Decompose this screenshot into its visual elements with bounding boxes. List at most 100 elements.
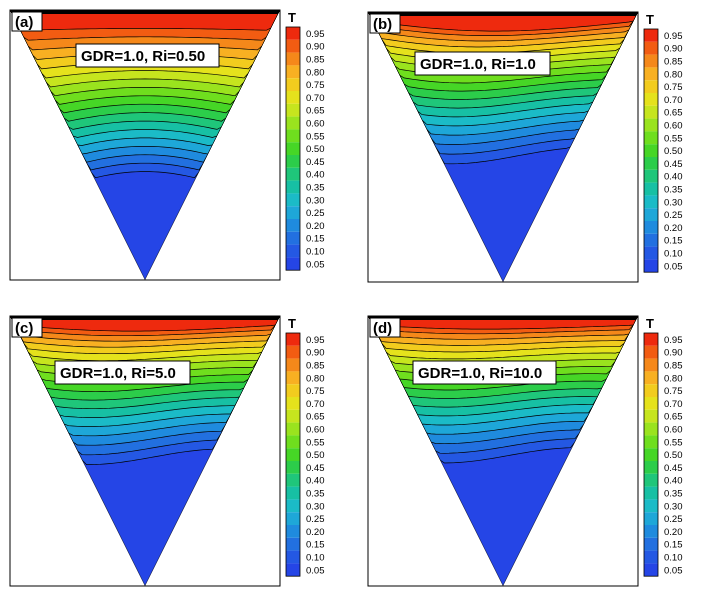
colorbar-frame (285, 26, 301, 271)
colorbar-level-label: 0.60 (306, 119, 325, 130)
colorbar-level-label: 0.20 (664, 527, 683, 538)
colorbar-level-label: 0.05 (664, 261, 683, 272)
cavity-outline (10, 10, 280, 280)
colorbar-swatch (644, 333, 658, 346)
temperature-band (10, 10, 280, 31)
colorbar-level-label: 0.85 (306, 361, 325, 372)
colorbar-swatch (644, 93, 658, 106)
panel-c: (c) GDR=1.0, Ri=5.0 T 0.95 0.90 0.85 0.80 0.7… (9, 315, 350, 591)
cavity-outline (10, 316, 280, 586)
panel-c-figure: (c) GDR=1.0, Ri=5.0 T 0.95 0.90 0.850.80 0.7… (9, 315, 325, 587)
colorbar-swatch (644, 29, 658, 42)
colorbar-level-label: 0.25 (664, 514, 683, 525)
colorbar-swatch (286, 155, 300, 168)
colorbar-swatch (286, 142, 300, 155)
colorbar-level-label: 0.65 (664, 108, 683, 119)
colorbar-level-label: 0.35 (664, 185, 683, 196)
isotherm-line (10, 316, 280, 337)
colorbar-level-label: 0.95 (664, 335, 683, 346)
colorbar-swatch (286, 499, 300, 513)
colorbar-level-label: 0.65 (664, 412, 683, 423)
colorbar-swatch (286, 244, 300, 258)
colorbar-swatch (644, 448, 658, 461)
colorbar-swatch (644, 486, 658, 500)
colorbar-level-label: 0.95 (306, 29, 325, 40)
colorbar-swatch (644, 384, 658, 397)
colorbar-level-label: 0.10 (306, 247, 325, 258)
colorbar-level-label: 0.70 (306, 93, 325, 104)
hot-lid (368, 12, 638, 16)
colorbar-level-label: 0.15 (664, 540, 683, 551)
temperature-colorbar: T 0.95 0.90 0.850.80 0.75 0.70 0.65 0.600.55 0.5… (643, 316, 683, 577)
colorbar-level-label: 0.90 (306, 42, 325, 53)
colorbar-swatch (644, 118, 658, 132)
colorbar-swatch (286, 473, 300, 487)
colorbar-swatch (286, 371, 300, 385)
colorbar-swatch (644, 525, 658, 538)
panel-letter-box (369, 13, 401, 34)
colorbar-level-label: 0.90 (664, 348, 683, 359)
colorbar-swatch (286, 129, 300, 143)
colorbar-level-label: 0.95 (664, 31, 683, 42)
hot-lid (368, 316, 638, 320)
panel-a-figure: (a) GDR=1.0, Ri=0.50 T 0.95 0.90 0.850.80 0.… (9, 9, 325, 281)
colorbar-level-label: 0.65 (306, 412, 325, 423)
colorbar-swatch (286, 537, 300, 551)
colorbar-swatch (644, 345, 658, 359)
colorbar-swatch (644, 195, 658, 209)
colorbar-swatch (286, 65, 300, 79)
colorbar-swatch (644, 422, 658, 436)
colorbar-swatch (644, 563, 658, 577)
colorbar-level-label: 0.20 (306, 527, 325, 538)
colorbar-level-label: 0.20 (306, 221, 325, 232)
colorbar-level-label: 0.45 (664, 463, 683, 474)
annotation-box (412, 360, 557, 385)
colorbar-level-label: 0.30 (306, 501, 325, 512)
isotherm-line (368, 12, 638, 100)
parameter-annotation: GDR=1.0, Ri=0.50 (81, 48, 205, 65)
colorbar-swatch (644, 182, 658, 196)
colorbar-swatch (644, 105, 658, 119)
panel-letter: (a) (15, 14, 33, 31)
colorbar-level-label: 0.35 (306, 183, 325, 194)
colorbar-swatch (286, 257, 300, 271)
colorbar-level-label: 0.50 (306, 144, 325, 155)
colorbar-swatch (286, 52, 300, 66)
colorbar-swatch (286, 345, 300, 359)
isotherm-line (368, 316, 638, 335)
isotherm-line (10, 316, 280, 348)
colorbar-swatch (644, 550, 658, 564)
colorbar-level-label: 0.55 (306, 437, 325, 448)
colorbar-level-label: 0.45 (306, 157, 325, 168)
isotherm-line (10, 10, 280, 31)
isotherm-line (368, 316, 638, 353)
colorbar-frame (285, 332, 301, 577)
isotherm-line (10, 10, 280, 41)
colorbar-level-label: 0.55 (664, 133, 683, 144)
temperature-colorbar: T 0.95 0.90 0.850.80 0.75 0.70 0.65 0.600.55 0.5… (643, 12, 683, 273)
colorbar-level-label: 0.80 (306, 67, 325, 78)
colorbar-swatch (286, 384, 300, 397)
colorbar-level-label: 0.05 (306, 259, 325, 270)
temperature-colorbar: T 0.95 0.90 0.850.80 0.75 0.70 0.65 0.600.55 0.5… (285, 316, 325, 577)
isotherm-line (368, 316, 638, 340)
panel-b: (b) GDR=1.0, Ri=1.0 T 0.95 0.90 0.85 0.80 0.7… (367, 11, 708, 287)
colorbar-swatch (286, 409, 300, 423)
isotherm-line (368, 12, 638, 42)
colorbar-swatch (644, 208, 658, 221)
colorbar-swatch (286, 180, 300, 194)
colorbar-swatch (644, 157, 658, 170)
colorbar-level-label: 0.25 (306, 514, 325, 525)
hot-lid (10, 10, 280, 14)
isotherm-line (10, 316, 280, 342)
colorbar-swatch (286, 397, 300, 410)
isotherm-line (368, 316, 638, 346)
panel-d: (d) GDR=1.0, Ri=10.0 T 0.95 0.90 0.85 0.80 0.… (367, 315, 708, 591)
colorbar-level-label: 0.55 (664, 437, 683, 448)
colorbar-level-label: 0.05 (306, 565, 325, 576)
colorbar-swatch (644, 409, 658, 423)
colorbar-level-label: 0.75 (306, 386, 325, 397)
isotherm-line (10, 10, 280, 97)
annotation-box (54, 360, 191, 385)
colorbar-level-label: 0.90 (306, 348, 325, 359)
